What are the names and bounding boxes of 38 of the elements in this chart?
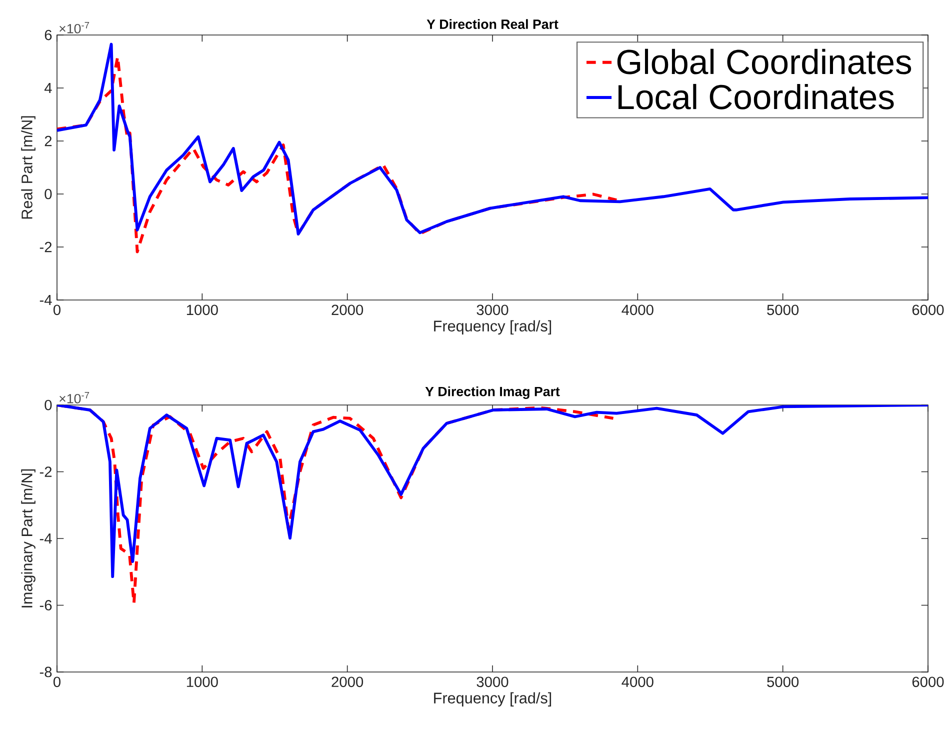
y-axis-title: Real Part [m/N]: [21, 116, 36, 219]
x-axis-title: Frequency [rad/s]: [434, 692, 552, 707]
line-series: [57, 42, 928, 236]
x-tick-label: 6000: [912, 304, 944, 316]
x-tick-label: 6000: [912, 676, 944, 688]
x-tick-label: 5000: [767, 676, 799, 688]
x-tick-label: 4000: [622, 304, 654, 316]
x-tick-label: 2000: [332, 676, 364, 688]
text: ×10$^{-7}$: [60, 392, 90, 404]
x-tick-label: 0: [53, 676, 60, 688]
chart-title: Y Direction Real Part: [426, 19, 558, 29]
x-axis-title: Frequency [rad/s]: [434, 320, 552, 335]
x-tick-label: 3000: [476, 676, 508, 688]
y-tick-label: 2: [44, 136, 52, 146]
x-tick-label: 1000: [186, 676, 218, 688]
y-tick-label: -2: [40, 242, 52, 252]
x-tick-label: 0: [53, 304, 60, 316]
x-tick-label: 5000: [767, 304, 799, 316]
y-tick-label: 0: [44, 188, 52, 200]
chart-title: Y Direction Imag Part: [425, 386, 560, 399]
text: ×10$^{-7}$: [60, 22, 90, 34]
y-tick-label: 4: [44, 82, 52, 94]
y-tick-label: -4: [40, 533, 52, 544]
y-tick-label: -4: [40, 294, 52, 306]
y-tick-label: -6: [40, 600, 52, 610]
legend-label: Global Coordinates: [617, 48, 912, 74]
line-series: [57, 55, 618, 254]
x-tick-label: 1000: [186, 304, 218, 316]
y-tick-label: 6: [44, 30, 52, 40]
x-tick-label: 2000: [332, 304, 364, 316]
y-tick-label: -8: [40, 666, 52, 678]
x-tick-label: 3000: [476, 304, 508, 316]
x-tick-label: 4000: [622, 676, 654, 688]
line-series: [57, 404, 928, 578]
y-axis-title: Imaginary Part [m/N]: [21, 469, 36, 608]
y-tick-label: -2: [40, 466, 52, 477]
y-tick-label: 0: [44, 400, 52, 410]
legend-label: Local Coordinates: [618, 84, 894, 110]
